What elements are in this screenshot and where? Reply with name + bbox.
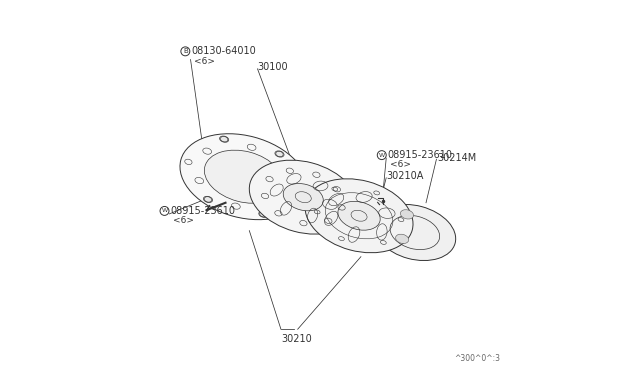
Ellipse shape [305, 179, 413, 253]
Ellipse shape [284, 183, 323, 211]
Ellipse shape [374, 205, 456, 260]
Text: 08915-23610: 08915-23610 [388, 150, 452, 160]
Ellipse shape [204, 196, 212, 202]
Ellipse shape [275, 151, 284, 157]
Text: 30210A: 30210A [386, 171, 424, 181]
Ellipse shape [180, 134, 307, 220]
Ellipse shape [338, 201, 380, 230]
Ellipse shape [250, 160, 357, 234]
Text: W: W [161, 208, 168, 214]
Ellipse shape [259, 211, 268, 217]
Ellipse shape [220, 136, 228, 142]
Text: B: B [183, 48, 188, 54]
Text: <6>: <6> [390, 160, 411, 169]
Text: 30100: 30100 [257, 62, 288, 72]
Text: <6>: <6> [195, 57, 215, 66]
Text: 30210: 30210 [281, 334, 312, 343]
Text: <6>: <6> [173, 217, 194, 225]
Text: W: W [379, 153, 385, 158]
Text: 08130-64010: 08130-64010 [191, 46, 257, 56]
Ellipse shape [401, 210, 413, 219]
Ellipse shape [204, 150, 283, 203]
Ellipse shape [396, 234, 409, 243]
Text: 08915-23610: 08915-23610 [170, 206, 236, 216]
Text: ^300^0^:3: ^300^0^:3 [454, 354, 500, 363]
Text: 30214M: 30214M [437, 153, 476, 163]
